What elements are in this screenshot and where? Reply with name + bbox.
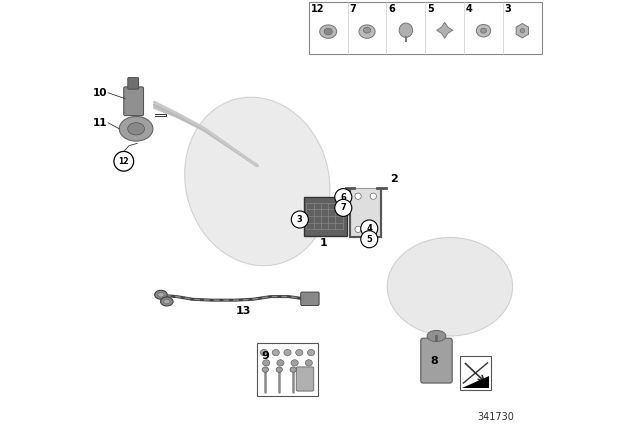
Ellipse shape	[387, 237, 513, 336]
FancyBboxPatch shape	[128, 78, 138, 89]
Circle shape	[361, 231, 378, 248]
Text: 7: 7	[349, 4, 356, 14]
Text: 1: 1	[320, 238, 328, 248]
Polygon shape	[462, 376, 489, 388]
Text: 5: 5	[427, 4, 434, 14]
Text: 12: 12	[118, 157, 129, 166]
Ellipse shape	[276, 367, 282, 372]
Ellipse shape	[284, 349, 291, 356]
Text: 4: 4	[366, 224, 372, 233]
Text: 11: 11	[93, 118, 107, 128]
Bar	[460, 356, 491, 390]
Circle shape	[355, 193, 361, 199]
Polygon shape	[436, 22, 452, 39]
Bar	[350, 188, 381, 237]
Text: 12: 12	[310, 4, 324, 14]
Ellipse shape	[320, 25, 337, 39]
Text: 6: 6	[388, 4, 395, 14]
FancyBboxPatch shape	[296, 367, 314, 391]
Ellipse shape	[119, 116, 153, 141]
Ellipse shape	[262, 360, 270, 366]
FancyBboxPatch shape	[304, 197, 348, 236]
Ellipse shape	[277, 360, 284, 366]
Circle shape	[355, 226, 361, 233]
Circle shape	[291, 211, 308, 228]
Text: 13: 13	[236, 306, 252, 316]
Text: 7: 7	[340, 203, 346, 212]
FancyBboxPatch shape	[301, 292, 319, 306]
Ellipse shape	[427, 331, 446, 341]
Text: 341730: 341730	[477, 412, 515, 422]
Ellipse shape	[476, 24, 491, 37]
Ellipse shape	[305, 360, 312, 366]
Bar	[257, 343, 317, 396]
Ellipse shape	[161, 297, 173, 306]
Ellipse shape	[296, 349, 303, 356]
Ellipse shape	[272, 349, 279, 356]
FancyBboxPatch shape	[421, 338, 452, 383]
Circle shape	[370, 193, 376, 199]
Ellipse shape	[128, 123, 145, 135]
Circle shape	[361, 220, 378, 237]
Text: 6: 6	[340, 193, 346, 202]
Ellipse shape	[359, 25, 375, 39]
Circle shape	[370, 226, 376, 233]
Circle shape	[335, 189, 352, 206]
Ellipse shape	[481, 28, 486, 33]
Ellipse shape	[290, 367, 296, 372]
Ellipse shape	[307, 349, 315, 356]
Ellipse shape	[262, 367, 269, 372]
Text: 9: 9	[261, 351, 269, 361]
Text: 5: 5	[366, 235, 372, 244]
Ellipse shape	[260, 349, 268, 356]
Ellipse shape	[364, 27, 371, 33]
Polygon shape	[516, 23, 529, 38]
Ellipse shape	[184, 97, 330, 266]
Circle shape	[335, 199, 352, 216]
Ellipse shape	[158, 293, 164, 297]
Ellipse shape	[291, 360, 298, 366]
Ellipse shape	[164, 299, 170, 304]
Text: 8: 8	[430, 356, 438, 366]
Text: 3: 3	[297, 215, 303, 224]
Ellipse shape	[155, 290, 167, 299]
Circle shape	[114, 151, 134, 171]
FancyBboxPatch shape	[124, 87, 143, 116]
Text: 3: 3	[505, 4, 511, 14]
Text: 4: 4	[466, 4, 473, 14]
Ellipse shape	[520, 28, 525, 33]
Bar	[308, 2, 541, 54]
Text: 10: 10	[93, 88, 107, 98]
Text: 2: 2	[390, 174, 398, 184]
Ellipse shape	[399, 23, 413, 37]
Ellipse shape	[324, 28, 332, 35]
